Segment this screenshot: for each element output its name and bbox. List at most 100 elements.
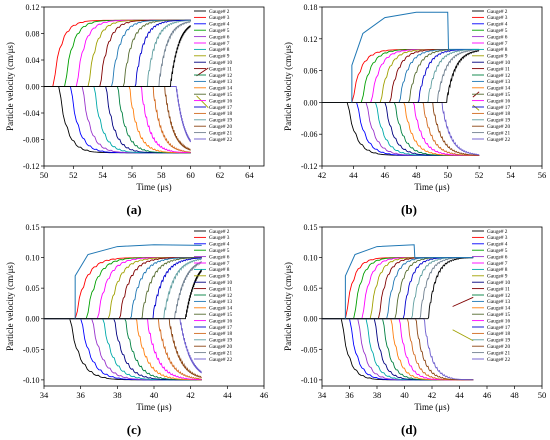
legend-label: Gauge# 3 <box>487 235 508 241</box>
x-tick-label: 52 <box>69 170 78 180</box>
legend-label: Gauge# 11 <box>487 66 510 72</box>
legend-label: Gauge# 4 <box>209 22 230 28</box>
panel-letter-d: (d) <box>401 422 417 437</box>
legend-label: Gauge# 9 <box>209 54 230 60</box>
y-tick-label: -0.10 <box>301 376 318 385</box>
x-tick-label: 46 <box>381 170 390 180</box>
legend-label: Gauge# 22 <box>487 357 510 363</box>
legend-label: Gauge# 11 <box>487 286 510 292</box>
legend-label: Gauge# 18 <box>209 111 232 117</box>
x-tick-label: 36 <box>345 390 354 400</box>
series-line <box>322 101 480 156</box>
legend-label: Gauge# 12 <box>487 293 510 299</box>
legend-label: Gauge# 6 <box>487 254 508 260</box>
y-tick-label: 0.12 <box>304 35 318 44</box>
series-line <box>472 104 480 111</box>
y-tick-label: 0.00 <box>26 315 40 324</box>
legend-label: Gauge# 5 <box>209 248 230 254</box>
legend-label: Gauge# 7 <box>209 41 230 47</box>
panel-letter-b: (b) <box>401 202 417 217</box>
legend-label: Gauge# 11 <box>209 66 232 72</box>
legend-label: Gauge# 22 <box>209 357 232 363</box>
series-line <box>44 25 191 87</box>
legend-label: Gauge# 2 <box>487 9 508 15</box>
legend-label: Gauge# 10 <box>487 280 510 286</box>
legend-label: Gauge# 2 <box>487 229 508 235</box>
series-line <box>44 257 202 320</box>
series-group <box>322 11 480 156</box>
legend-label: Gauge# 2 <box>209 9 230 15</box>
legend-label: Gauge# 11 <box>209 286 232 292</box>
y-tick-label: 0.00 <box>304 315 318 324</box>
y-tick-label: 0.05 <box>26 284 40 293</box>
legend-label: Gauge# 9 <box>209 274 230 280</box>
series-line <box>44 318 202 380</box>
x-tick-label: 56 <box>128 170 137 180</box>
legend-label: Gauge# 6 <box>209 254 230 260</box>
series-line <box>44 86 191 151</box>
series-line <box>44 318 202 374</box>
legend-label: Gauge# 18 <box>487 331 510 337</box>
legend-label: Gauge# 14 <box>487 86 510 92</box>
legend-label: Gauge# 17 <box>487 325 510 331</box>
x-tick-label: 62 <box>216 170 225 180</box>
x-tick-label: 46 <box>260 390 269 400</box>
legend-label: Gauge# 20 <box>209 344 232 350</box>
legend-label: Gauge# 14 <box>209 306 232 312</box>
chart-panel-c: 34 36 38 40 42 44 46 -0.10 -0.05 0.00 0.05 0.10 0.15… <box>5 223 268 412</box>
y-axis-label: Particle velocity (cm/μs) <box>5 42 15 131</box>
legend-label: Gauge# 13 <box>209 299 232 305</box>
series-group <box>322 244 474 381</box>
x-tick-label: 58 <box>157 170 166 180</box>
x-tick-label: 44 <box>349 170 358 180</box>
legend-label: Gauge# 19 <box>209 338 232 344</box>
series-line <box>322 49 480 103</box>
y-tick-label: 0.15 <box>304 223 318 232</box>
x-tick-label: 34 <box>40 390 49 400</box>
legend-label: Gauge# 7 <box>209 261 230 267</box>
x-axis-label: Time (μs) <box>414 402 449 412</box>
x-tick-label: 38 <box>373 390 382 400</box>
x-axis-label: Time (μs) <box>136 182 171 192</box>
legend-label: Gauge# 12 <box>209 293 232 299</box>
series-line <box>44 318 202 381</box>
legend-label: Gauge# 8 <box>487 267 508 273</box>
legend-label: Gauge# 16 <box>487 98 510 104</box>
series-line <box>44 261 202 320</box>
y-tick-label: 0.10 <box>26 254 40 263</box>
series-line <box>344 244 474 319</box>
series-line <box>322 318 474 381</box>
series-line <box>44 20 191 87</box>
x-tick-label: 50 <box>538 390 547 400</box>
y-tick-label: 0.15 <box>26 223 40 232</box>
x-tick-label: 44 <box>223 390 232 400</box>
x-tick-label: 34 <box>318 390 327 400</box>
y-tick-label: -0.04 <box>23 109 40 118</box>
legend-label: Gauge# 19 <box>487 338 510 344</box>
series-line <box>44 257 202 320</box>
y-tick-label: -0.08 <box>23 136 40 145</box>
legend-label: Gauge# 16 <box>487 318 510 324</box>
x-tick-label: 36 <box>76 390 85 400</box>
series-line <box>351 11 480 103</box>
series-line <box>44 318 202 381</box>
y-axis-label: Particle velocity (cm/μs) <box>5 262 15 351</box>
chart-panel-b: 42 44 46 48 50 52 54 56 -0.12 -0.06 0.00 0.06 0.12 0.… <box>283 3 546 192</box>
legend-label: Gauge# 21 <box>209 350 232 356</box>
x-tick-label: 46 <box>483 390 492 400</box>
plot-frame <box>321 6 543 167</box>
y-tick-label: -0.12 <box>23 162 40 171</box>
series-line <box>196 95 209 109</box>
x-tick-label: 60 <box>186 170 195 180</box>
y-axis-label: Particle velocity (cm/μs) <box>283 262 293 351</box>
legend-label: Gauge# 21 <box>209 130 232 136</box>
y-tick-label: 0.00 <box>26 83 40 92</box>
y-tick-label: 0.18 <box>304 3 318 12</box>
y-tick-label: 0.05 <box>304 284 318 293</box>
legend-label: Gauge# 18 <box>209 331 232 337</box>
series-group <box>44 244 203 381</box>
x-tick-label: 48 <box>412 170 421 180</box>
